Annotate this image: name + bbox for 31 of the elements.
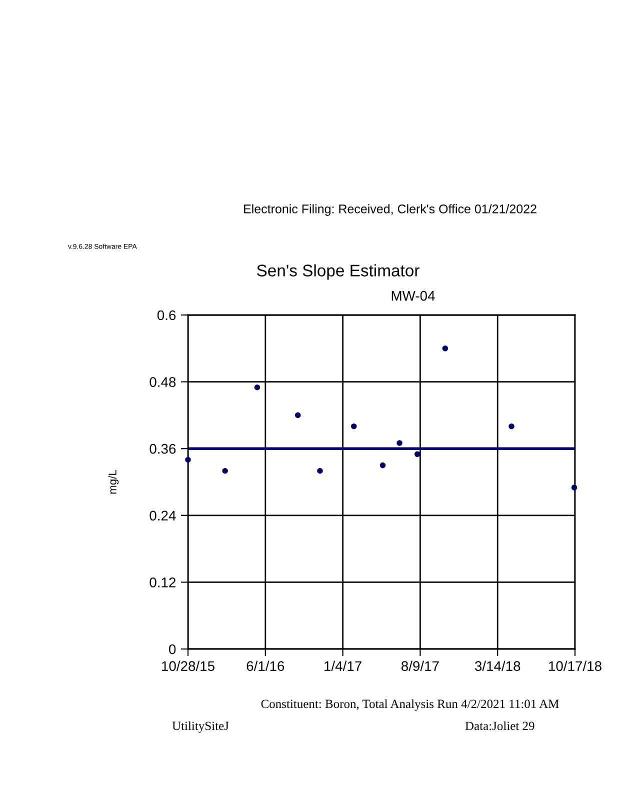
y-tick-label: 0.6	[157, 310, 176, 320]
point	[571, 484, 578, 490]
y-tick-label: 0	[169, 644, 176, 654]
text: UtilitySiteJ	[172, 721, 229, 733]
point	[414, 451, 420, 458]
x-tick-label: 10/17/18	[549, 660, 602, 672]
x-tick-label: 8/9/17	[402, 660, 439, 672]
point	[222, 468, 228, 474]
chart-title: Sen's Slope Estimator	[257, 264, 420, 280]
y-tick-label: 0.36	[150, 444, 176, 454]
y-tick-label: 0.48	[150, 377, 176, 387]
point	[254, 384, 260, 390]
point	[185, 456, 191, 463]
point	[317, 468, 323, 474]
y-axis-title: mg/L	[108, 470, 119, 494]
point	[294, 412, 301, 418]
point	[380, 462, 386, 468]
text: Electronic Filing: Received, Clerk's Office 01/21/2022	[244, 204, 536, 216]
x-tick-label: 6/1/16	[246, 660, 284, 672]
point	[396, 440, 402, 446]
x-tick-label: 1/4/17	[324, 660, 362, 672]
y-tick-label: 0.12	[150, 578, 176, 588]
text: Data:Joliet 29	[465, 721, 534, 730]
x-tick-label: 10/28/15	[162, 660, 214, 672]
point	[508, 423, 514, 430]
text: Constituent: Boron, Total Analysis Run 4/2/2021 11:01 AM	[261, 699, 559, 711]
point	[350, 423, 357, 430]
x-tick-label: 3/14/18	[474, 660, 520, 672]
chart-subtitle: MW-04	[392, 290, 435, 301]
y-tick-label: 0.24	[150, 510, 176, 521]
point	[442, 346, 448, 352]
